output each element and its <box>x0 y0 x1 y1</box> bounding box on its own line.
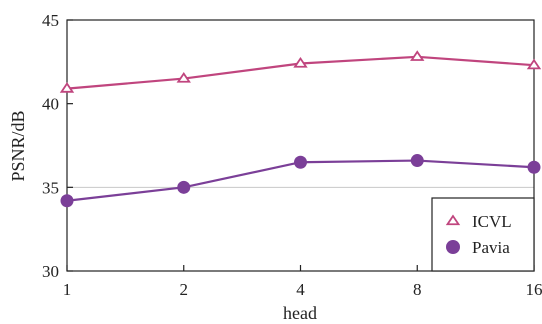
series-icvl <box>59 50 542 93</box>
series-pavia <box>60 154 541 208</box>
series-layer <box>59 50 542 208</box>
data-point-icvl <box>293 56 308 68</box>
x-tick-label: 4 <box>296 280 305 299</box>
y-tick-label: 45 <box>42 11 59 30</box>
data-point-pavia <box>527 160 541 174</box>
data-point-pavia <box>177 180 191 194</box>
x-tick-label: 1 <box>63 280 72 299</box>
data-point-pavia <box>410 154 424 168</box>
x-tick-label: 2 <box>180 280 189 299</box>
y-axis: 30 35 40 45 <box>42 11 73 281</box>
data-point-icvl <box>526 58 542 70</box>
y-axis-label: PSNR/dB <box>8 110 28 181</box>
legend: ICVL Pavia <box>431 197 535 272</box>
data-point-pavia <box>60 194 74 208</box>
legend-marker-pavia <box>446 240 460 254</box>
data-point-icvl <box>176 72 191 83</box>
legend-label-icvl: ICVL <box>472 212 512 231</box>
legend-marker-icvl <box>445 214 461 226</box>
x-tick-label: 16 <box>526 280 542 299</box>
x-axis-label: head <box>283 303 317 323</box>
y-tick-label: 30 <box>42 262 59 281</box>
data-point-icvl <box>59 82 75 93</box>
data-point-pavia <box>294 155 307 169</box>
y-tick-label: 35 <box>42 178 59 197</box>
legend-box <box>431 197 535 272</box>
legend-label-pavia: Pavia <box>472 238 510 257</box>
data-point-icvl <box>410 50 425 61</box>
x-tick-label: 8 <box>413 280 422 299</box>
y-tick-label: 40 <box>42 95 59 114</box>
